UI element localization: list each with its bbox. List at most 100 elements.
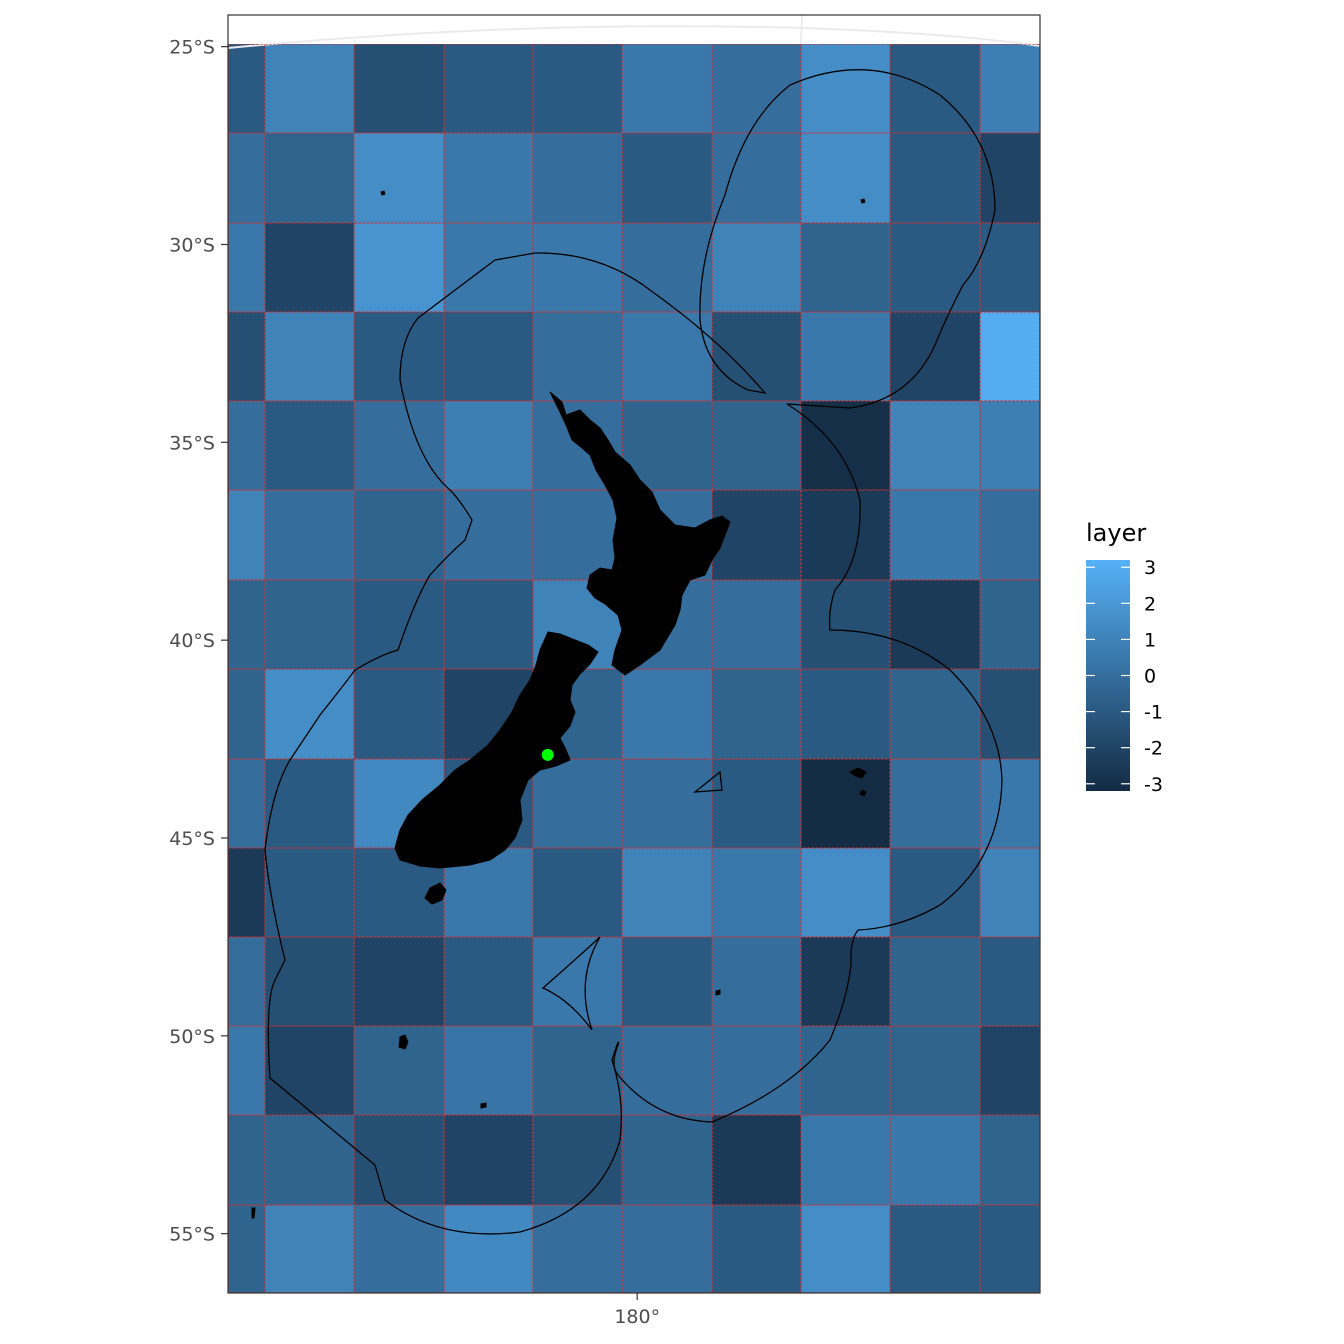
raster-cell-border [265,312,354,401]
raster-cell [980,401,1040,490]
raster-cell [354,580,444,669]
raster-cell-border [622,937,712,1026]
raster-cell-border [801,223,890,312]
x-tick-label: 180° [614,1306,660,1328]
eez-main-outline [264,69,1003,1235]
raster-cell [354,1205,444,1293]
raster-cell-border [801,312,890,401]
raster-cell [712,1205,801,1293]
raster-cell-border [980,223,1040,312]
legend-label: 1 [1144,629,1156,651]
raster-cell [980,490,1040,580]
raster-cell [712,759,801,848]
raster-cell-border [890,312,980,401]
small-island-1 [380,190,386,196]
raster-cell [801,759,890,848]
raster-cell [533,312,622,401]
raster-cell-border [533,401,622,490]
raster-cell [622,44,712,133]
raster-cell-border [712,401,801,490]
raster-cell [444,133,533,223]
raster-cell [622,937,712,1026]
raster-cell-border [801,401,890,490]
raster-cell-border [622,223,712,312]
y-axis: 25°S 30°S 35°S 40°S 45°S 50°S 55°S [169,37,228,1246]
raster-cell-border [980,848,1040,937]
raster-cell [265,44,354,133]
legend-label: -2 [1144,738,1163,760]
raster-cell-border [801,1205,890,1293]
raster-cell [533,44,622,133]
small-island-2 [860,198,866,204]
raster-cell [801,223,890,312]
raster-cell [444,580,533,669]
raster-cell [354,937,444,1026]
raster-cell [228,312,265,401]
raster-cell-border [533,759,622,848]
raster-cell [444,937,533,1026]
raster-cell [801,1205,890,1293]
raster-cell [354,1115,444,1205]
raster-cell [622,223,712,312]
raster-cell [890,1205,980,1293]
raster-cell [265,1205,354,1293]
raster-cell-border [354,1115,444,1205]
raster-cell [801,580,890,669]
raster-cell [533,848,622,937]
raster-cell-border [801,1115,890,1205]
raster-cell [354,312,444,401]
raster-cell-border [265,44,354,133]
land-masses [251,190,867,1219]
raster-cell [801,133,890,223]
raster-cell [228,848,265,937]
raster-cell-border [890,1026,980,1115]
chatham-islands [849,767,867,797]
raster-cell-border [980,937,1040,1026]
auckland-islands [398,1034,409,1050]
raster-cell [980,937,1040,1026]
raster-cell [980,848,1040,937]
raster-cell-border [712,312,801,401]
raster-cell [265,401,354,490]
raster-cell [890,223,980,312]
raster-cell [354,133,444,223]
raster-cell [354,44,444,133]
raster-cell [890,1026,980,1115]
raster-cell-border [444,312,533,401]
raster-cell-border [265,848,354,937]
raster-cell-border [801,580,890,669]
raster-cell [228,580,265,669]
stewart-island [424,882,447,905]
raster-cell-border [354,1026,444,1115]
raster-cell-border [890,669,980,759]
legend-ticks: 3 2 1 0 -1 -2 -3 [1086,557,1163,796]
raster-cell-border [890,1115,980,1205]
raster-cell-border [622,848,712,937]
raster-cell [890,133,980,223]
raster-cell [228,44,265,133]
raster-cell [980,669,1040,759]
eez-chatham-outline [692,770,723,793]
raster-cell [265,848,354,937]
raster-cell [444,44,533,133]
raster-cell [712,490,801,580]
raster-cell-border [890,401,980,490]
raster-cell [980,44,1040,133]
raster-cell-border [444,580,533,669]
raster-cell [354,401,444,490]
raster-cell-border [444,44,533,133]
raster-cell-border [444,401,533,490]
raster-cell [801,1026,890,1115]
raster-cell [622,133,712,223]
raster-cell-border [354,401,444,490]
raster-cell-border [622,759,712,848]
location-point [541,748,554,761]
raster-cell-border [801,1026,890,1115]
legend-label: 2 [1144,593,1156,615]
raster-cell-border [980,759,1040,848]
raster-cell-border [265,669,354,759]
raster-cell [265,133,354,223]
raster-cell [622,759,712,848]
north-island [549,391,731,676]
raster-cell-border [354,44,444,133]
